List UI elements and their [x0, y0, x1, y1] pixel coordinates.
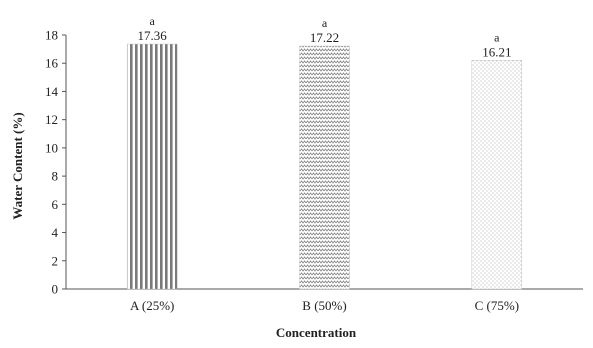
y-axis-title: Water Content (%)	[10, 112, 25, 219]
y-tick-label: 4	[52, 225, 59, 240]
bar-value-label: 17.36	[138, 28, 168, 43]
y-tick-label: 12	[45, 112, 58, 127]
y-axis: 0 2 4 6 8 10 12 14 16 18	[45, 28, 67, 297]
y-tick-label: 16	[45, 56, 59, 71]
bars	[126, 43, 523, 290]
y-tick-label: 10	[45, 140, 58, 155]
y-tick-label: 14	[45, 84, 59, 99]
bar-value-label: 16.21	[482, 44, 511, 59]
x-tick-label: C (75%)	[475, 298, 519, 313]
y-tick-label: 8	[52, 169, 59, 184]
x-tick-label: B (50%)	[302, 298, 346, 313]
significance-letter: a	[322, 16, 328, 30]
y-tick-label: 2	[52, 253, 59, 268]
x-axis-title: Concentration	[276, 325, 357, 340]
x-tick-label: A (25%)	[130, 298, 174, 313]
bar-value-label: 17.22	[310, 30, 339, 45]
significance-letter: a	[150, 14, 156, 28]
y-tick-label: 0	[52, 282, 59, 297]
significance-letter: a	[494, 30, 500, 44]
bar	[471, 60, 523, 290]
y-tick-label: 18	[45, 28, 58, 43]
bar	[299, 45, 350, 290]
bar	[126, 43, 178, 290]
x-axis: A (25%) B (50%) C (75%)	[66, 288, 583, 313]
y-tick-label: 6	[52, 197, 59, 212]
